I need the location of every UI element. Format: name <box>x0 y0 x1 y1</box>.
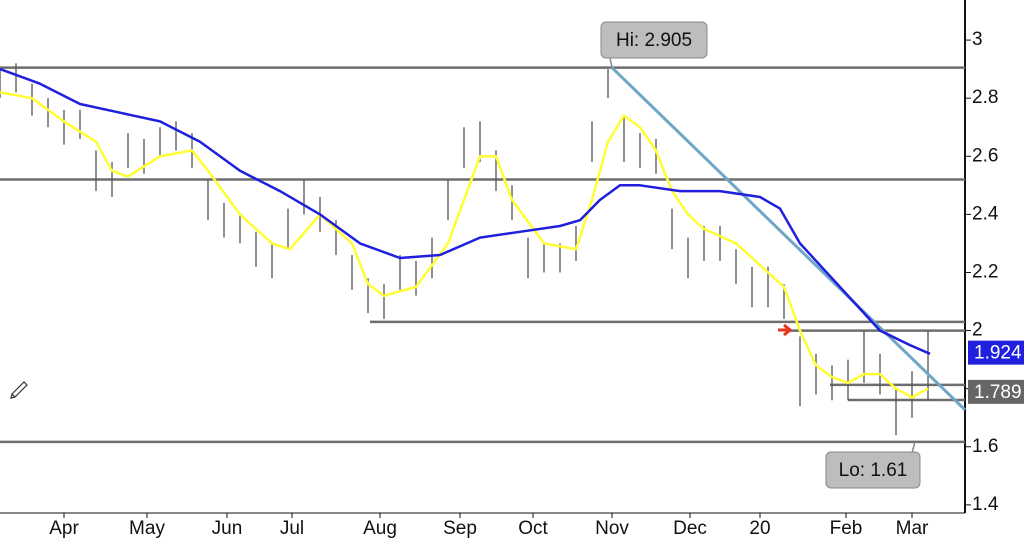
x-tick-label: May <box>129 518 165 539</box>
hi-pointer <box>609 57 613 68</box>
y-tick-label: 1.4 <box>972 494 999 515</box>
x-tick-label: Nov <box>595 518 629 539</box>
lo-pointer <box>911 441 916 454</box>
x-tick-label: Dec <box>673 518 707 539</box>
plot-area <box>0 63 967 444</box>
y-tick-label: 3 <box>972 29 983 50</box>
x-tick-label: Jun <box>212 518 243 539</box>
y-tick-label: 2.4 <box>972 203 999 224</box>
y-tick-label: 1.6 <box>972 436 998 457</box>
lo-callout-box <box>825 451 921 489</box>
last-value-box <box>968 379 1024 404</box>
moving-average-line <box>0 91 929 399</box>
last-value-box <box>968 340 1024 365</box>
y-tick-label: 2 <box>972 320 983 341</box>
x-tick-label: Feb <box>830 518 863 539</box>
last-value-label: 1.789 <box>974 382 1022 403</box>
hi-callout: Hi: 2.905 <box>616 30 692 51</box>
x-tick-label: Sep <box>443 518 477 539</box>
red-arrow <box>778 323 793 337</box>
hi-callout-box <box>600 21 708 59</box>
y-tick-label: 2.2 <box>972 261 998 282</box>
x-tick-label: Aug <box>363 518 397 539</box>
moving-average-line <box>0 67 931 355</box>
trendline <box>610 66 967 411</box>
y-tick-label: 2.8 <box>972 87 998 108</box>
x-tick-label: Oct <box>518 518 548 539</box>
pencil-icon <box>10 381 28 399</box>
x-tick-label: Jul <box>280 518 304 539</box>
lo-callout: Lo: 1.61 <box>839 460 908 481</box>
x-tick-label: Apr <box>49 518 79 539</box>
last-value-label: 1.924 <box>974 343 1022 364</box>
x-tick-label: Mar <box>896 518 929 539</box>
x-tick-label: 20 <box>749 518 770 539</box>
y-tick-label: 2.6 <box>972 145 998 166</box>
